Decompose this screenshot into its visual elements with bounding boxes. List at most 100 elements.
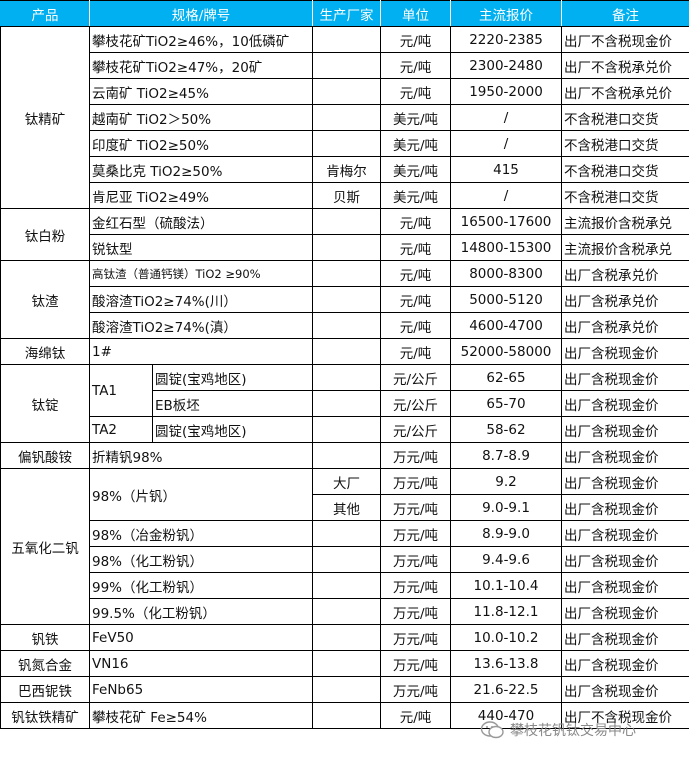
unit-cell: 美元/吨: [380, 130, 451, 157]
note-cell: 出厂含税现金价: [561, 624, 689, 651]
note-cell: 出厂含税现金价: [561, 416, 689, 443]
unit-cell: 美元/吨: [380, 182, 451, 209]
note-cell: 主流报价含税承兑: [561, 234, 689, 261]
price-cell: 415: [450, 156, 562, 183]
table-row: 钒铁 FeV50 万元/吨 10.0-10.2 出厂含税现金价: [0, 624, 689, 651]
note-cell: 出厂含税现金价: [561, 494, 689, 521]
table-row: 98%（化工粉钒） 万元/吨 9.4-9.6 出厂含税现金价: [1, 546, 689, 573]
price-cell: 65-70: [450, 390, 562, 417]
unit-cell: 万元/吨: [380, 572, 451, 599]
product-cell: 钛锭: [0, 364, 90, 443]
note-cell: 出厂含税现金价: [561, 650, 689, 677]
spec-cell: 折精钒98%: [89, 442, 313, 469]
producer-cell: 大厂: [312, 468, 381, 495]
unit-cell: 元/公斤: [380, 416, 451, 443]
producer-cell: [312, 52, 381, 79]
table-row: 其他 万元/吨 9.0-9.1 出厂含税现金价: [1, 494, 689, 521]
producer-cell: [312, 624, 381, 651]
unit-cell: 元/吨: [380, 52, 451, 79]
spec-cell: 圆锭(宝鸡地区): [152, 364, 313, 391]
producer-cell: [312, 416, 381, 443]
product-cell: 钛渣: [0, 260, 90, 339]
producer-cell: [312, 104, 381, 131]
price-cell: 62-65: [450, 364, 562, 391]
spec-cell: 98%（片钒）: [89, 468, 313, 521]
product-cell: 钛精矿: [0, 26, 90, 209]
table-row: 攀枝花矿TiO2≥47%，20矿 元/吨 2300-2480 出厂不含税承兑价: [1, 52, 689, 79]
spec-cell: 99.5%（化工粉钒）: [89, 598, 313, 625]
table-row: 钛白粉 金红石型（硫酸法） 元/吨 16500-17600 主流报价含税承兑: [0, 208, 689, 261]
product-cell: 偏钒酸铵: [0, 442, 90, 469]
note-cell: 出厂含税现金价: [561, 572, 689, 599]
table-row: 印度矿 TiO2≥50% 美元/吨 / 不含税港口交货: [1, 130, 689, 157]
note-cell: 出厂不含税承兑价: [561, 78, 689, 105]
spec-cell: 印度矿 TiO2≥50%: [89, 130, 313, 157]
table-row: 五氧化二钒 98%（片钒） 大厂 万元/吨 9.2 出厂含税现金价: [0, 468, 689, 625]
producer-cell: [312, 702, 381, 729]
spec-cell: VN16: [89, 650, 313, 677]
note-cell: 不含税港口交货: [561, 104, 689, 131]
unit-cell: 万元/吨: [380, 650, 451, 677]
table-row: 钒氮合金 VN16 万元/吨 13.6-13.8 出厂含税现金价: [0, 650, 689, 677]
price-cell: 8000-8300: [450, 260, 562, 287]
table-row: 99%（化工粉钒） 万元/吨 10.1-10.4 出厂含税现金价: [1, 572, 689, 599]
price-cell: 5000-5120: [450, 286, 562, 313]
note-cell: 出厂含税现金价: [561, 390, 689, 417]
table-row: 巴西铌铁 FeNb65 万元/吨 21.6-22.5 出厂含税现金价: [0, 676, 689, 703]
price-cell: 2300-2480: [450, 52, 562, 79]
note-cell: 出厂不含税现金价: [561, 702, 689, 729]
header-note: 备注: [561, 0, 689, 27]
producer-cell: 肯梅尔: [312, 156, 381, 183]
table-row: 酸溶渣TiO2≥74%(川） 元/吨 5000-5120 出厂含税承兑价: [1, 286, 689, 313]
spec-cell: 圆锭(宝鸡地区): [152, 416, 313, 443]
spec-cell: 98%（化工粉钒）: [89, 546, 313, 573]
producer-cell: [312, 676, 381, 703]
unit-cell: 万元/吨: [380, 468, 451, 495]
unit-cell: 元/吨: [380, 208, 451, 235]
unit-cell: 元/公斤: [380, 390, 451, 417]
producer-cell: [312, 520, 381, 547]
unit-cell: 万元/吨: [380, 546, 451, 573]
producer-cell: [312, 26, 381, 53]
spec-cell: 高钛渣（普通钙镁）TiO2 ≥90%: [89, 260, 313, 287]
price-table: 产品 规格/牌号 生产厂家 单位 主流报价 备注 钛精矿 攀枝花矿TiO2≥46%…: [0, 0, 689, 729]
unit-cell: 元/吨: [380, 702, 451, 729]
price-cell: 10.1-10.4: [450, 572, 562, 599]
grade-cell: TA1: [89, 364, 153, 417]
price-cell: 440-470: [450, 702, 562, 729]
table-row: 越南矿 TiO2＞50% 美元/吨 / 不含税港口交货: [1, 104, 689, 131]
unit-cell: 美元/吨: [380, 156, 451, 183]
spec-cell: 金红石型（硫酸法）: [89, 208, 313, 235]
product-cell: 钒氮合金: [0, 650, 90, 677]
unit-cell: 万元/吨: [380, 442, 451, 469]
unit-cell: 万元/吨: [380, 676, 451, 703]
price-cell: 9.2: [450, 468, 562, 495]
table-row: 钒钛铁精矿 攀枝花矿 Fe≥54% 元/吨 440-470 出厂不含税现金价: [0, 702, 689, 729]
header-producer: 生产厂家: [312, 0, 381, 27]
price-cell: 52000-58000: [450, 338, 562, 365]
wechat-icon: [480, 720, 506, 740]
spec-cell: 攀枝花矿 Fe≥54%: [89, 702, 313, 729]
spec-cell: EB板坯: [152, 390, 313, 417]
spec-cell: 越南矿 TiO2＞50%: [89, 104, 313, 131]
note-cell: 出厂不含税现金价: [561, 26, 689, 53]
producer-cell: [312, 234, 381, 261]
unit-cell: 元/吨: [380, 312, 451, 339]
grade-cell: TA2: [89, 416, 153, 443]
spec-cell: 云南矿 TiO2≥45%: [89, 78, 313, 105]
spec-cell: FeV50: [89, 624, 313, 651]
producer-cell: [312, 312, 381, 339]
price-cell: 2220-2385: [450, 26, 562, 53]
note-cell: 出厂含税承兑价: [561, 286, 689, 313]
product-cell: 海绵钛: [0, 338, 90, 365]
header-spec: 规格/牌号: [89, 0, 313, 27]
price-cell: 14800-15300: [450, 234, 562, 261]
price-cell: /: [450, 130, 562, 157]
producer-cell: [312, 78, 381, 105]
unit-cell: 元/公斤: [380, 364, 451, 391]
unit-cell: 元/吨: [380, 286, 451, 313]
unit-cell: 元/吨: [380, 26, 451, 53]
spec-cell: 酸溶渣TiO2≥74%(滇）: [89, 312, 313, 339]
watermark-text: 攀枝花钒钛交易中心: [510, 723, 636, 739]
unit-cell: 美元/吨: [380, 104, 451, 131]
